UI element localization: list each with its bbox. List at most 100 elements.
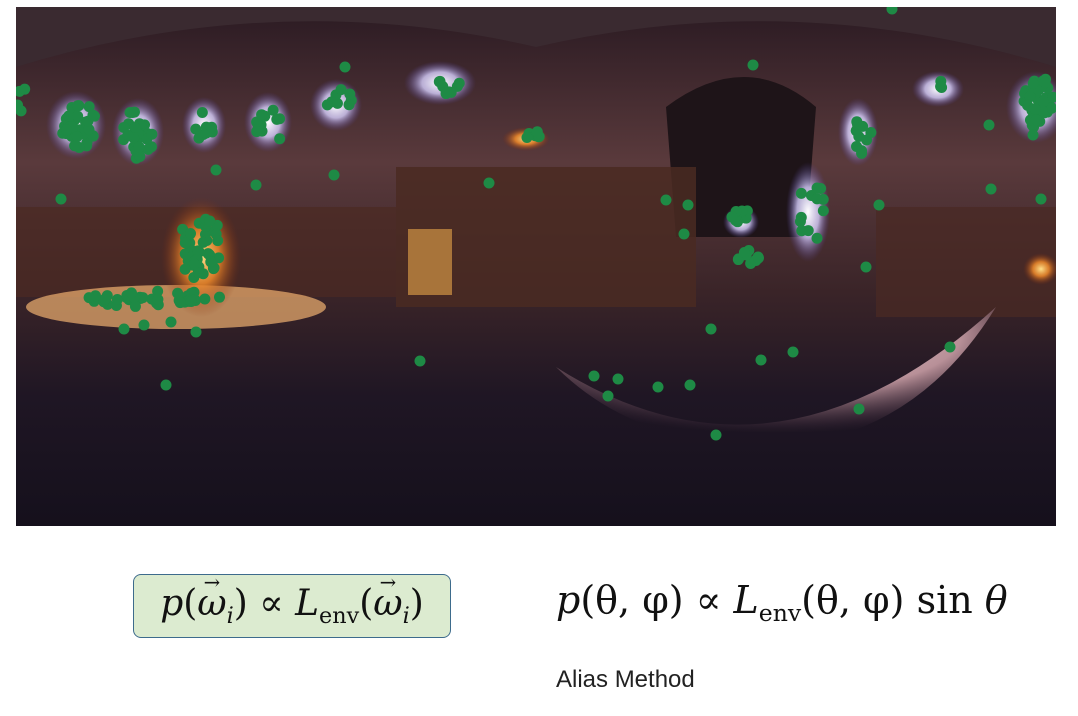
sample-point: [179, 263, 191, 275]
sample-point: [250, 179, 262, 191]
sample-point: [726, 211, 738, 223]
sample-point: [174, 297, 186, 309]
sample-point: [70, 140, 82, 152]
sample-point: [152, 293, 164, 305]
alias-method-label: Alias Method: [556, 666, 695, 693]
sample-point: [794, 215, 806, 227]
formula-box-highlighted: p(ωi) ∝ Lenv(ωi): [133, 571, 451, 638]
sample-point: [344, 88, 356, 100]
formula-spherical-pdf: p(θ, φ) ∝ Lenv(θ, φ) sin θ: [556, 578, 1008, 628]
sample-point: [817, 205, 829, 217]
sample-point: [857, 120, 869, 132]
sample-point: [1024, 91, 1036, 103]
sample-point: [705, 323, 717, 335]
sample-point: [796, 225, 808, 237]
sample-point: [99, 293, 111, 305]
sample-point: [185, 296, 197, 308]
sample-point: [199, 293, 211, 305]
sample-point: [63, 110, 75, 122]
sample-point: [339, 61, 351, 73]
sample-point: [588, 370, 600, 382]
sample-point: [811, 232, 823, 244]
sample-point: [440, 88, 452, 100]
sample-point: [747, 59, 759, 71]
sample-point: [133, 141, 145, 153]
sample-point: [755, 354, 767, 366]
sample-point: [83, 124, 95, 136]
sample-point: [160, 379, 172, 391]
sample-point: [87, 109, 99, 121]
sample-point: [129, 300, 141, 312]
sample-point: [983, 119, 995, 131]
sample-point: [935, 81, 947, 93]
sample-point: [212, 235, 224, 247]
sample-point: [213, 291, 225, 303]
sample-point: [205, 256, 217, 268]
sample-point: [111, 293, 123, 305]
sample-point: [16, 105, 27, 117]
sample-point: [256, 109, 268, 121]
sample-point: [328, 169, 340, 181]
sample-point: [873, 199, 885, 211]
sample-point: [165, 316, 177, 328]
sample-point: [192, 267, 204, 279]
sample-point: [414, 355, 426, 367]
sample-point: [678, 228, 690, 240]
sample-point: [860, 261, 872, 273]
sample-point: [738, 247, 750, 259]
sample-point: [321, 99, 333, 111]
sample-point: [138, 319, 150, 331]
sample-point: [72, 100, 84, 112]
sample-point: [1029, 103, 1041, 115]
environment-map-image: [16, 7, 1056, 526]
sample-point: [185, 228, 197, 240]
sample-point: [1039, 77, 1051, 89]
sample-point: [795, 187, 807, 199]
sample-point: [944, 341, 956, 353]
sample-point: [811, 193, 823, 205]
sample-point: [856, 145, 868, 157]
sample-point: [83, 101, 95, 113]
sample-point: [1027, 129, 1039, 141]
sample-point: [192, 245, 204, 257]
sample-point: [660, 194, 672, 206]
sample-point: [335, 84, 347, 96]
sample-point: [196, 106, 208, 118]
sample-point: [787, 346, 799, 358]
sample-point: [483, 177, 495, 189]
sample-point: [1037, 96, 1049, 108]
sample-point: [1035, 193, 1047, 205]
sample-point: [204, 215, 216, 227]
sample-point: [190, 326, 202, 338]
sample-point: [72, 110, 84, 122]
sample-point: [652, 381, 664, 393]
sample-point: [853, 403, 865, 415]
sample-point: [19, 83, 31, 95]
sample-point: [752, 252, 764, 264]
sample-point: [684, 379, 696, 391]
sample-point: [531, 126, 543, 138]
sample-point: [61, 124, 73, 136]
sample-point: [682, 199, 694, 211]
sample-point: [55, 193, 67, 205]
sample-point: [189, 258, 201, 270]
sample-point: [206, 121, 218, 133]
sample-point: [1047, 91, 1056, 103]
sample-point: [83, 292, 95, 304]
sample-point: [129, 122, 141, 134]
formula-importance-sampling: p(ωi) ∝ Lenv(ωi): [160, 571, 424, 629]
sample-point: [124, 107, 136, 119]
sample-point: [274, 133, 286, 145]
sample-point: [985, 183, 997, 195]
sample-point: [886, 7, 898, 15]
sample-point: [202, 248, 214, 260]
sample-point: [1046, 102, 1056, 114]
sample-point: [267, 104, 279, 116]
sample-point: [137, 292, 149, 304]
sample-point: [179, 237, 191, 249]
sample-point: [118, 323, 130, 335]
sample-point: [865, 127, 877, 139]
sample-point: [271, 113, 283, 125]
sample-point: [612, 373, 624, 385]
sample-point: [142, 143, 154, 155]
